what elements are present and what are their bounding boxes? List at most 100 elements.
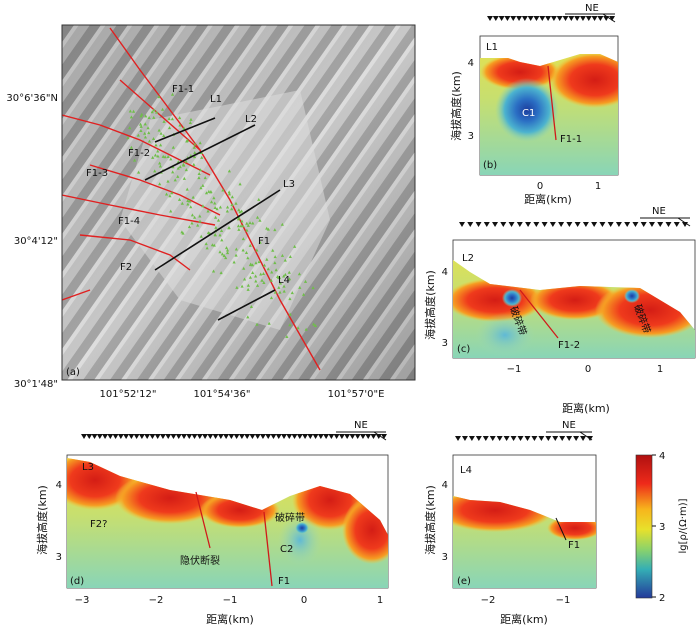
map-station-marker (157, 128, 161, 132)
map-station-marker (237, 216, 241, 220)
map-station-marker (157, 95, 161, 99)
map-station-marker (171, 170, 175, 174)
map-station-marker (282, 284, 286, 288)
station-marker (154, 434, 161, 439)
map-station-marker (147, 131, 151, 135)
station-marker (500, 222, 507, 227)
map-station-marker (246, 287, 250, 291)
station-marker (603, 16, 610, 21)
map-station-marker (171, 145, 175, 149)
ytick-c-3: 3 (442, 338, 448, 349)
map-station-marker (129, 115, 133, 119)
station-marker (498, 16, 505, 21)
fault-label-f1: F1 (258, 236, 270, 247)
ne-label-b: NE (585, 3, 599, 14)
map-station-marker (270, 270, 274, 274)
map-station-marker (250, 263, 255, 267)
map-station-marker (293, 244, 297, 248)
map-station-marker (196, 223, 200, 227)
map-station-marker (248, 221, 252, 225)
map-station-marker (201, 204, 205, 208)
map-station-marker (278, 281, 283, 285)
station-marker (349, 434, 356, 439)
station-marker (510, 16, 517, 21)
ytick-c-4: 4 (442, 267, 448, 278)
station-marker (539, 16, 546, 21)
map-station-marker (288, 312, 292, 316)
station-marker (525, 222, 532, 227)
colorbar: 4 3 2 lg[ρ/(Ω·m)] (635, 451, 689, 604)
map-station-marker (138, 122, 143, 126)
map-station-marker (249, 305, 254, 309)
station-marker (566, 222, 573, 227)
map-station-marker (213, 201, 217, 205)
ne-indicator-e: NE (546, 420, 593, 441)
map-station-marker (128, 126, 132, 130)
map-station-marker (248, 263, 253, 267)
map-station-marker (246, 223, 250, 227)
map-station-marker (152, 108, 156, 112)
station-marker (191, 434, 198, 439)
station-marker (323, 434, 330, 439)
ytick-b-3: 3 (468, 131, 474, 142)
map-station-marker (169, 157, 173, 161)
profile-label-e: L4 (460, 465, 472, 476)
profile-label-l1: L1 (210, 94, 222, 105)
map-station-marker (277, 276, 282, 280)
station-marker (359, 434, 366, 439)
map-station-marker (169, 209, 173, 213)
map-station-marker (255, 322, 259, 326)
map-station-marker (266, 227, 270, 231)
station-marker (138, 434, 145, 439)
map-station-marker (162, 119, 166, 123)
station-marker (238, 434, 245, 439)
fault-label-f1-2: F1-2 (128, 148, 150, 159)
map-station-marker (158, 161, 162, 165)
station-marker (186, 434, 193, 439)
station-marker (312, 434, 319, 439)
station-marker (624, 222, 631, 227)
station-marker (165, 434, 172, 439)
anomaly-c1: C1 (522, 108, 535, 119)
map-station-marker (193, 142, 197, 146)
xtick-d-m1: −1 (223, 595, 238, 606)
ytick-b-4: 4 (468, 58, 474, 69)
map-station-marker (241, 237, 245, 241)
lat-tick-3: 30°1'48" (14, 379, 58, 390)
map-station-marker (188, 199, 192, 203)
lat-tick-1: 30°6'36"N (6, 93, 58, 104)
station-marker (170, 434, 177, 439)
ytick-e-4: 4 (442, 480, 448, 491)
xtick-d-0: 0 (301, 595, 307, 606)
station-marker (468, 436, 475, 441)
xtick-e-m2: −2 (481, 595, 496, 606)
fault-label-b: F1-1 (560, 134, 582, 145)
map-station-marker (218, 250, 222, 254)
map-station-marker (288, 297, 292, 301)
map-station-marker (214, 225, 218, 229)
map-station-marker (219, 271, 223, 275)
station-marker (96, 434, 103, 439)
map-station-marker (156, 154, 160, 158)
map-station-marker (190, 221, 194, 225)
station-marker (370, 434, 377, 439)
map-station-marker (244, 251, 249, 255)
map-station-marker (198, 141, 202, 145)
profile-label-c: L2 (462, 253, 474, 264)
map-station-marker (287, 270, 291, 274)
map-station-marker (288, 254, 292, 258)
station-marker (574, 16, 581, 21)
map-station-marker (126, 136, 130, 140)
lat-tick-2: 30°4'12" (14, 236, 58, 247)
map-station-marker (237, 227, 241, 231)
map-station-marker (197, 172, 201, 176)
map-station-marker (245, 221, 249, 225)
map-station-marker (159, 131, 163, 135)
fault-label-d: F1 (278, 576, 290, 587)
map-station-marker (158, 164, 162, 168)
map-station-marker (136, 133, 140, 137)
map-station-marker (151, 136, 156, 140)
station-marker (657, 222, 664, 227)
station-marker (579, 16, 586, 21)
map-station-marker (189, 117, 193, 121)
